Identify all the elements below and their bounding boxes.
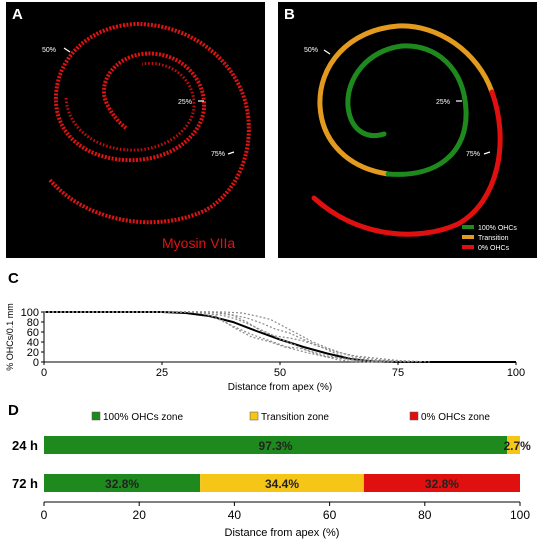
legend-label-transition: Transition (478, 235, 509, 242)
bar-segment (44, 436, 508, 454)
legend-label-0: 100% OHCs zone (103, 412, 183, 423)
panel-a-spiral: 50% 25% 75% Myosin VIIa (42, 21, 251, 251)
x-axis-label: Distance from apex (%) (225, 527, 340, 539)
category-label: 24 h (12, 438, 38, 453)
x-tick-label: 0 (41, 367, 47, 379)
panel-a-letter: A (12, 6, 23, 23)
x-tick-label: 75 (392, 367, 404, 379)
spiral-0-ohcs (311, 89, 503, 237)
panel-d-chart: 100% OHCs zone Transition zone 0% OHCs zon… (12, 411, 531, 539)
marker-25-label: 25% (436, 99, 450, 106)
legend-swatch-2 (409, 411, 419, 421)
bar-segment (363, 474, 520, 492)
bar-value-label: 32.8% (105, 477, 139, 491)
y-axis-label: % OHCs/0.1 mm (5, 303, 15, 371)
x-tick-label: 40 (228, 508, 242, 522)
y-tick-label: 20 (27, 347, 39, 359)
legend-label-2: 0% OHCs zone (421, 412, 490, 423)
spiral-inner-band (64, 61, 196, 152)
legend-label-1: Transition zone (261, 412, 329, 423)
legend-swatch-1 (249, 411, 259, 421)
marker-75-tick (227, 151, 235, 155)
panel-a-image: 50% 25% 75% Myosin VIIa (6, 2, 265, 258)
panel-c-letter: C (8, 270, 19, 287)
spiral-stained-path (48, 21, 251, 225)
y-tick-label: 40 (27, 337, 39, 349)
x-tick-label: 100 (507, 367, 525, 379)
individual-curve-5 (44, 311, 432, 363)
stain-label: Myosin VIIa (162, 235, 235, 251)
individual-curve-2 (44, 311, 413, 363)
category-label: 72 h (12, 476, 38, 491)
individual-curve-6 (44, 311, 384, 363)
marker-50-tick (63, 47, 71, 53)
marker-25-label: 25% (178, 99, 192, 106)
bar-value-label: 97.3% (259, 439, 293, 453)
bar-segment (507, 436, 520, 454)
y-tick-label: 60 (27, 327, 39, 339)
x-tick-label: 20 (133, 508, 147, 522)
legend-label-100: 100% OHCs (478, 225, 517, 232)
marker-50-label: 50% (42, 47, 56, 54)
individual-curve-1 (44, 311, 375, 363)
x-tick-label: 25 (156, 367, 168, 379)
x-tick-label: 100 (510, 508, 530, 522)
y-tick-label: 80 (27, 317, 39, 329)
marker-75-tick (483, 151, 491, 155)
legend-label-0: 0% OHCs (478, 245, 510, 252)
bar-segment (44, 474, 201, 492)
marker-75-label: 75% (211, 151, 225, 158)
y-tick-label: 0 (33, 357, 39, 369)
legend-swatch-0 (91, 411, 101, 421)
bar-segment (200, 474, 364, 492)
spiral-100-ohcs (345, 43, 469, 177)
x-tick-label: 60 (323, 508, 337, 522)
marker-75-label: 75% (466, 151, 480, 158)
individual-curve-3 (44, 311, 394, 363)
x-tick-label: 0 (41, 508, 48, 522)
marker-50-label: 50% (304, 47, 318, 54)
bar-value-label: 34.4% (265, 477, 299, 491)
bar-value-label: 2.7% (503, 439, 531, 453)
x-tick-label: 50 (274, 367, 286, 379)
x-axis-label: Distance from apex (%) (228, 382, 332, 393)
marker-50-tick (323, 49, 331, 55)
bar-value-label: 32.8% (425, 477, 459, 491)
individual-curve-4 (44, 311, 422, 363)
panel-d-letter: D (8, 402, 19, 419)
y-tick-label: 100 (21, 307, 39, 319)
x-tick-label: 80 (418, 508, 432, 522)
panel-b-image: 50% 25% 75% 100% OHCs Transition 0% OHCs (278, 2, 537, 258)
panel-b-letter: B (284, 6, 295, 23)
panel-b-spiral: 50% 25% 75% 100% OHCs Transition 0% OHCs (304, 23, 517, 252)
spiral-transition-outer (317, 23, 495, 177)
